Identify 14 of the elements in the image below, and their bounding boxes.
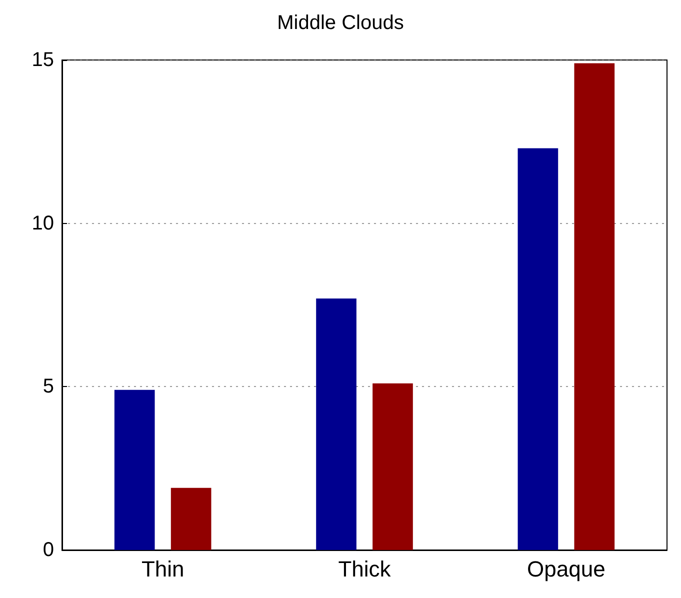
x-tick-label: Thin bbox=[141, 556, 184, 582]
x-tick-label: Thick bbox=[338, 556, 392, 582]
x-tick-label: Opaque bbox=[527, 556, 606, 582]
bar bbox=[114, 390, 155, 550]
bar bbox=[372, 383, 413, 550]
y-tick-label: 10 bbox=[32, 212, 54, 234]
bar bbox=[170, 488, 212, 550]
y-tick-label: 15 bbox=[32, 49, 54, 71]
bar bbox=[574, 63, 615, 550]
y-tick-label: 0 bbox=[42, 539, 54, 561]
bar bbox=[518, 148, 558, 550]
bar bbox=[316, 298, 356, 550]
chart-title: Middle Clouds bbox=[277, 12, 404, 34]
y-tick-label: 5 bbox=[42, 376, 54, 398]
